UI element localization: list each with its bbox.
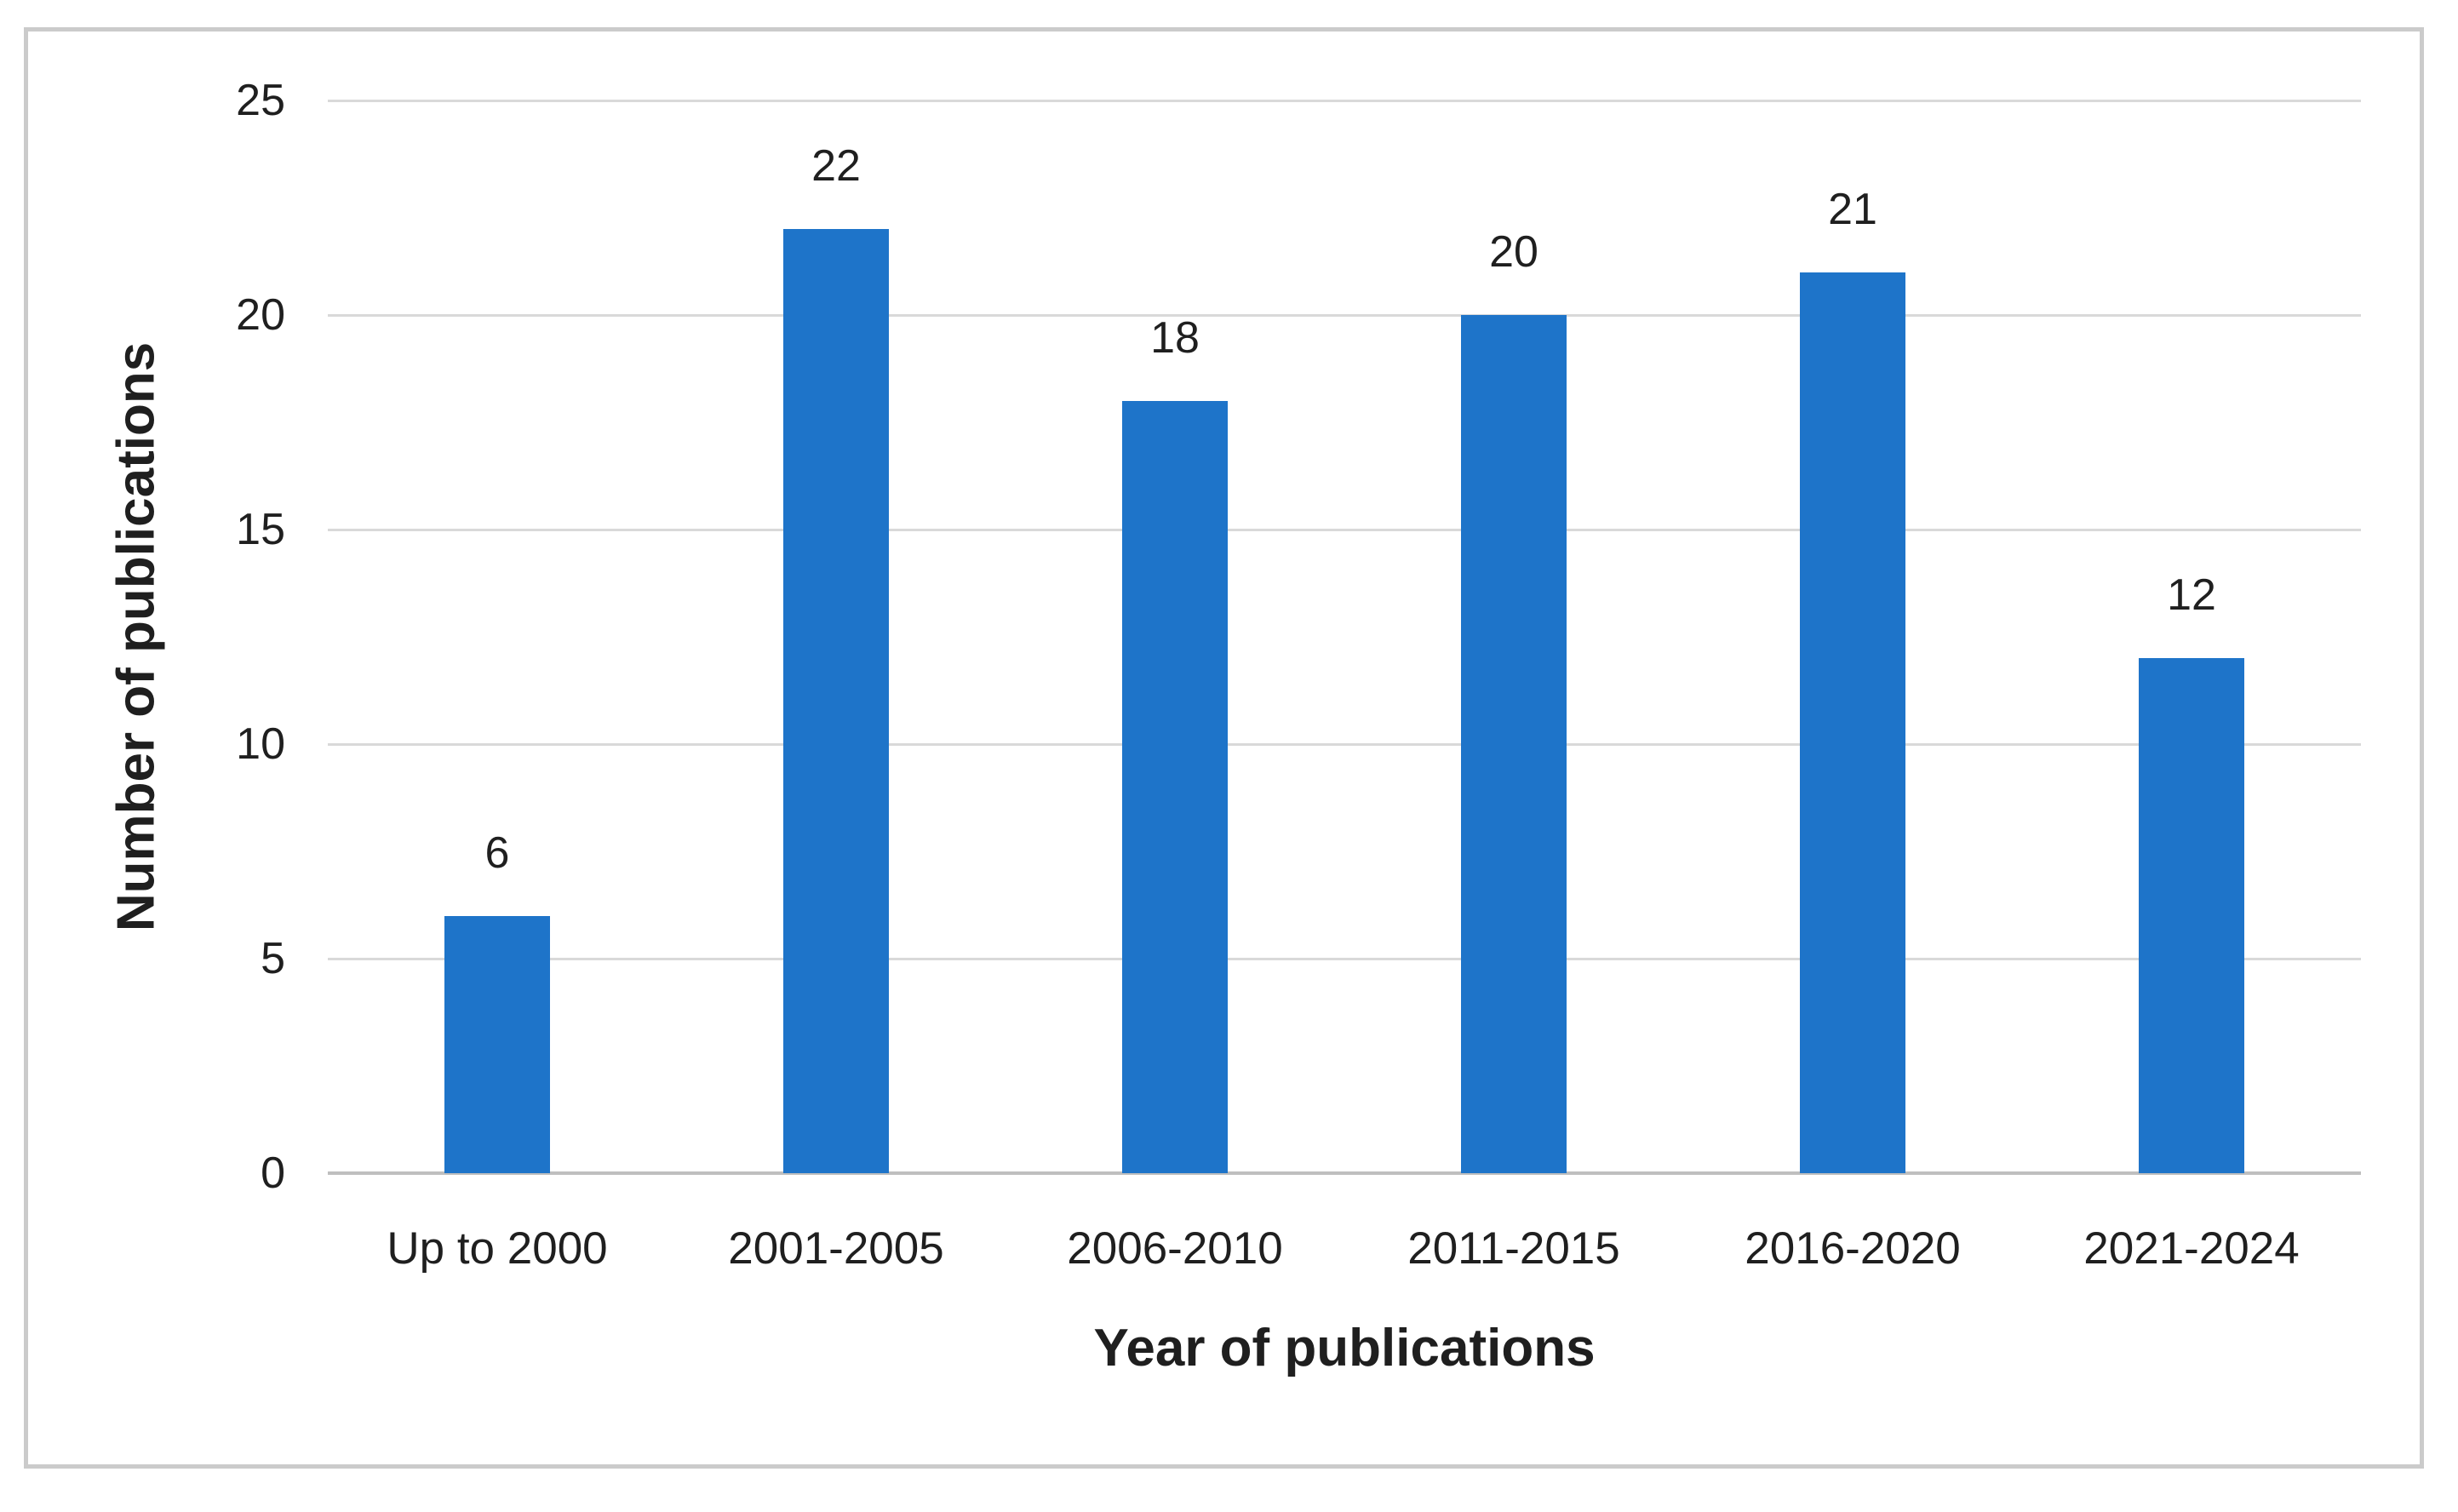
gridline (328, 742, 2361, 746)
bar-2016-2020 (1800, 272, 1905, 1173)
data-label: 20 (1489, 227, 1538, 277)
y-tick-label: 0 (261, 1148, 285, 1198)
gridline (328, 957, 2361, 960)
y-tick-label: 25 (236, 76, 285, 125)
x-category-label: 2011-2015 (1407, 1223, 1620, 1274)
data-label: 18 (1150, 312, 1200, 363)
data-label: 6 (484, 828, 510, 878)
x-category-label: 2016-2020 (1745, 1223, 1961, 1274)
bar-2011-2015 (1461, 315, 1567, 1173)
y-axis-title: Number of publications (106, 341, 166, 932)
data-label: 21 (1828, 184, 1877, 234)
x-category-label: 2006-2010 (1067, 1223, 1283, 1274)
x-axis-line (328, 1171, 2361, 1175)
bar-2021-2024 (2139, 658, 2244, 1173)
bar-2006-2010 (1122, 400, 1228, 1173)
bar-2001-2005 (783, 229, 889, 1173)
gridline (328, 528, 2361, 531)
y-tick-label: 10 (236, 719, 285, 769)
x-axis-title: Year of publications (1093, 1319, 1596, 1377)
gridline (328, 99, 2361, 102)
plot-area: 6 22 18 20 21 12 (328, 99, 2361, 1175)
gridline (328, 313, 2361, 317)
y-tick-label: 20 (236, 290, 285, 340)
y-tick-label: 15 (236, 505, 285, 554)
y-tick-label: 5 (261, 934, 285, 983)
data-label: 12 (2167, 570, 2216, 621)
x-category-label: 2021-2024 (2083, 1223, 2300, 1274)
x-category-label: 2001-2005 (728, 1223, 944, 1274)
data-label: 22 (811, 141, 861, 192)
bar-up-to-2000 (444, 915, 550, 1173)
x-category-label: Up to 2000 (387, 1223, 608, 1274)
